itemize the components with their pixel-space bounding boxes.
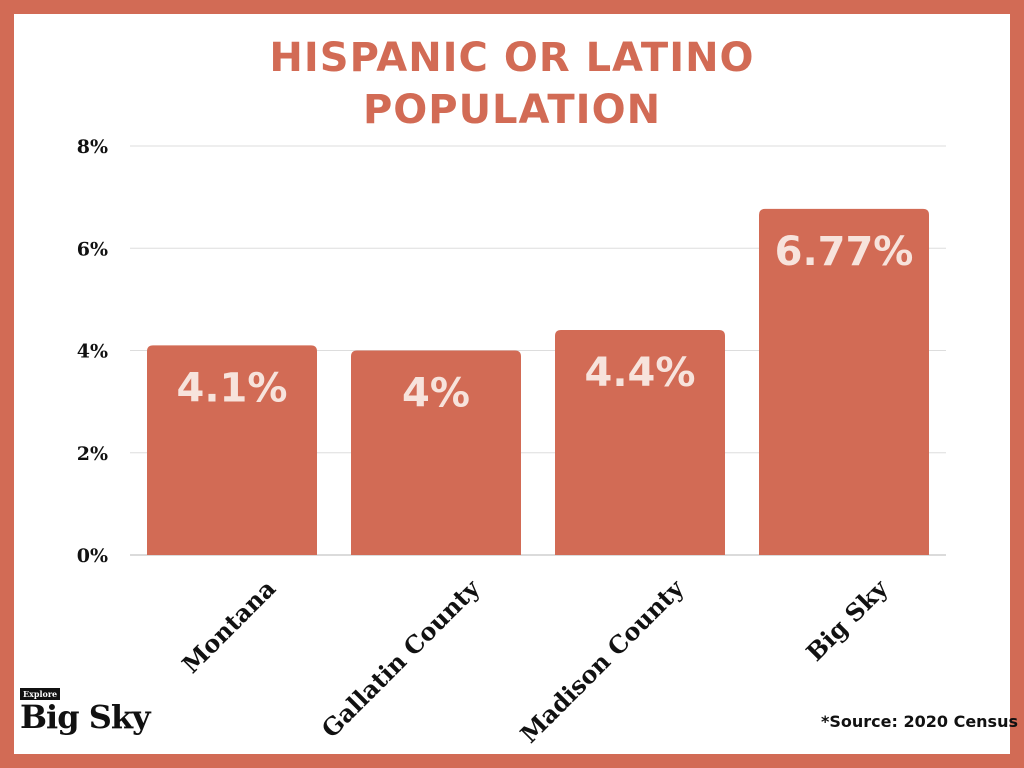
x-axis-ticks: Montana Gallatin County Madison County Big …: [176, 573, 894, 749]
bar-value-label: 4%: [402, 371, 470, 417]
y-tick-label: 4%: [77, 341, 108, 363]
bar-value-label: 4.1%: [177, 365, 288, 411]
x-tick-label: Montana: [176, 574, 281, 679]
y-axis-ticks: 0% 2% 4% 6% 8%: [77, 136, 108, 567]
source-note: *Source: 2020 Census: [821, 712, 1018, 731]
bar: [555, 330, 725, 555]
bars: [147, 208, 929, 556]
logo-small-text: Explore: [20, 688, 61, 700]
bar-value-label: 4.4%: [585, 350, 696, 396]
y-tick-label: 0%: [77, 545, 108, 567]
x-tick-label: Big Sky: [800, 573, 894, 667]
y-tick-label: 8%: [77, 136, 108, 158]
chart-title: HISPANIC OR LATINO POPULATION: [14, 32, 1010, 136]
bar: [147, 345, 317, 555]
x-tick-label: Gallatin County: [316, 573, 486, 743]
bar-value-label: 6.77%: [775, 229, 914, 275]
y-tick-label: 2%: [77, 443, 108, 465]
bar: [351, 350, 521, 555]
y-tick-label: 6%: [77, 238, 108, 260]
logo-big-text: Big Sky: [20, 698, 151, 736]
chart-title-line-2: POPULATION: [362, 87, 662, 133]
bar: [759, 208, 929, 556]
chart-title-line-1: HISPANIC OR LATINO: [269, 35, 755, 81]
bar-value-labels: 4.1% 4% 4.4% 6.77%: [177, 229, 914, 417]
x-tick-label: Madison County: [514, 573, 690, 749]
